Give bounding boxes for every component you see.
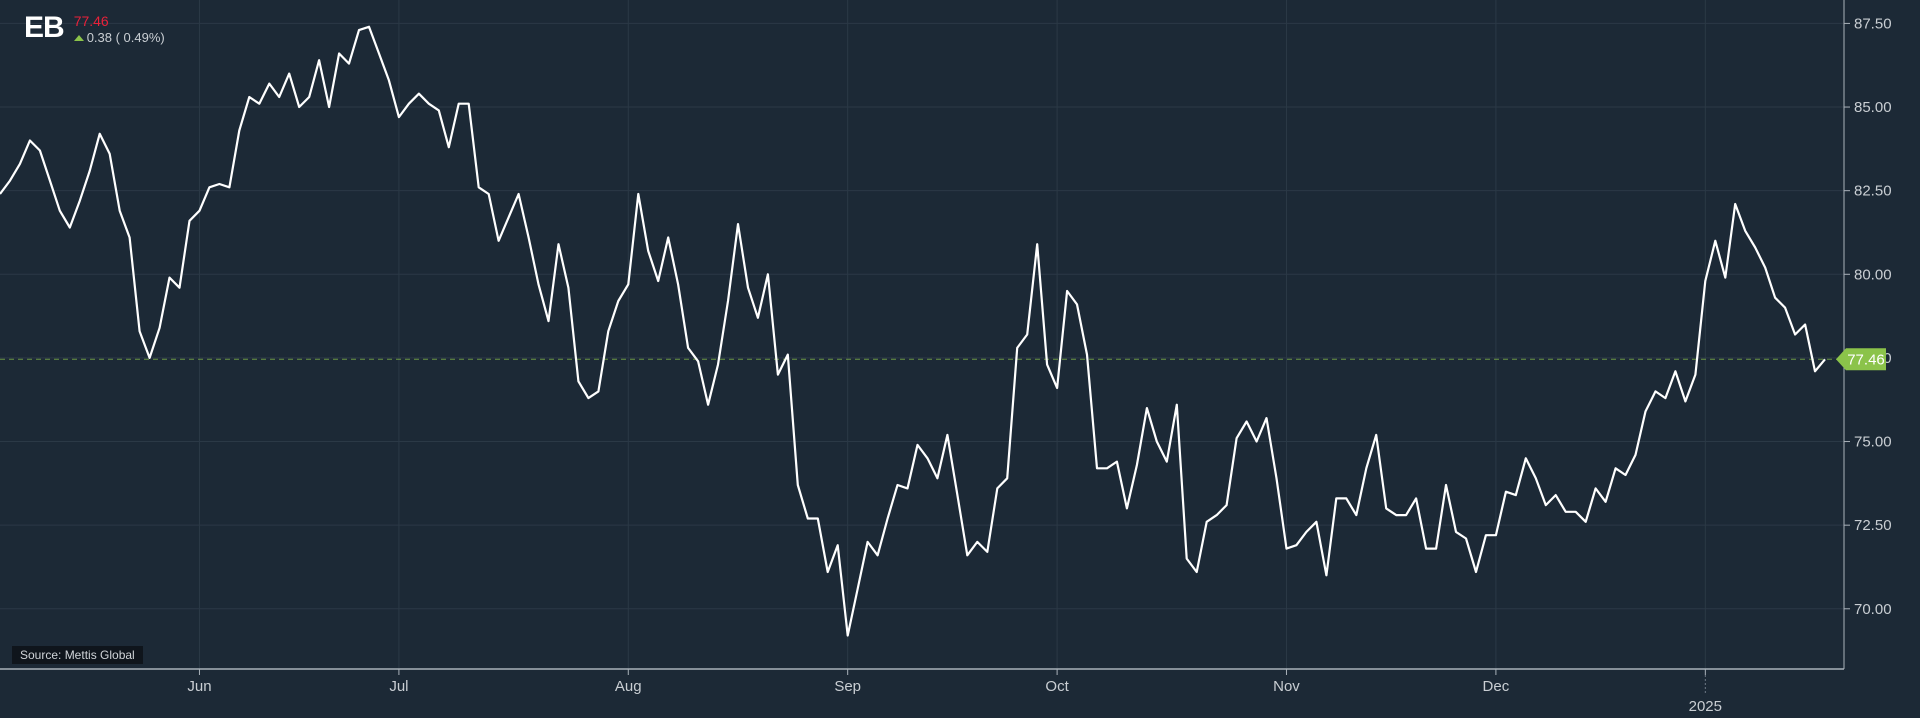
quote-block: 77.46 0.38 ( 0.49%) (73, 13, 165, 46)
up-arrow-icon (73, 35, 84, 41)
y-tick-label: 75.00 (1854, 434, 1892, 451)
x-tick-label: Oct (1045, 678, 1069, 695)
last-price-marker-label: 77.46 (1847, 351, 1885, 368)
y-tick-label: 80.00 (1854, 266, 1892, 283)
last-price-marker (1836, 348, 1886, 371)
x-tick-label: Nov (1273, 678, 1300, 695)
x-tick-label: 2025 (1689, 698, 1722, 715)
y-tick-label: 82.50 (1854, 183, 1892, 200)
ticker-symbol: EB (24, 11, 65, 44)
x-tick-label: Sep (834, 678, 861, 695)
y-tick-label: 87.50 (1854, 15, 1892, 32)
x-tick-label: Jun (187, 678, 211, 695)
y-tick-label: 72.50 (1854, 517, 1892, 534)
source-note: Source: Mettis Global (12, 646, 143, 664)
x-tick-label: Aug (615, 678, 642, 695)
x-tick-label: Dec (1483, 678, 1510, 695)
price-change-value: 0.38 ( 0.49%) (86, 30, 165, 45)
last-price: 77.46 (73, 13, 109, 29)
price-change: 0.38 ( 0.49%) (73, 30, 165, 46)
y-tick-label: 85.00 (1854, 99, 1892, 116)
quote-header: EB 77.46 0.38 ( 0.49%) (24, 10, 165, 46)
price-series-line (0, 25, 1826, 637)
grid (0, 0, 1844, 669)
x-tick-label: Jul (389, 678, 408, 695)
axes (0, 0, 1850, 694)
y-tick-label: 70.00 (1854, 601, 1892, 618)
series-layer (0, 25, 1844, 637)
tick-labels: 70.0072.5075.0077.5080.0082.5085.0087.50… (187, 15, 1891, 715)
